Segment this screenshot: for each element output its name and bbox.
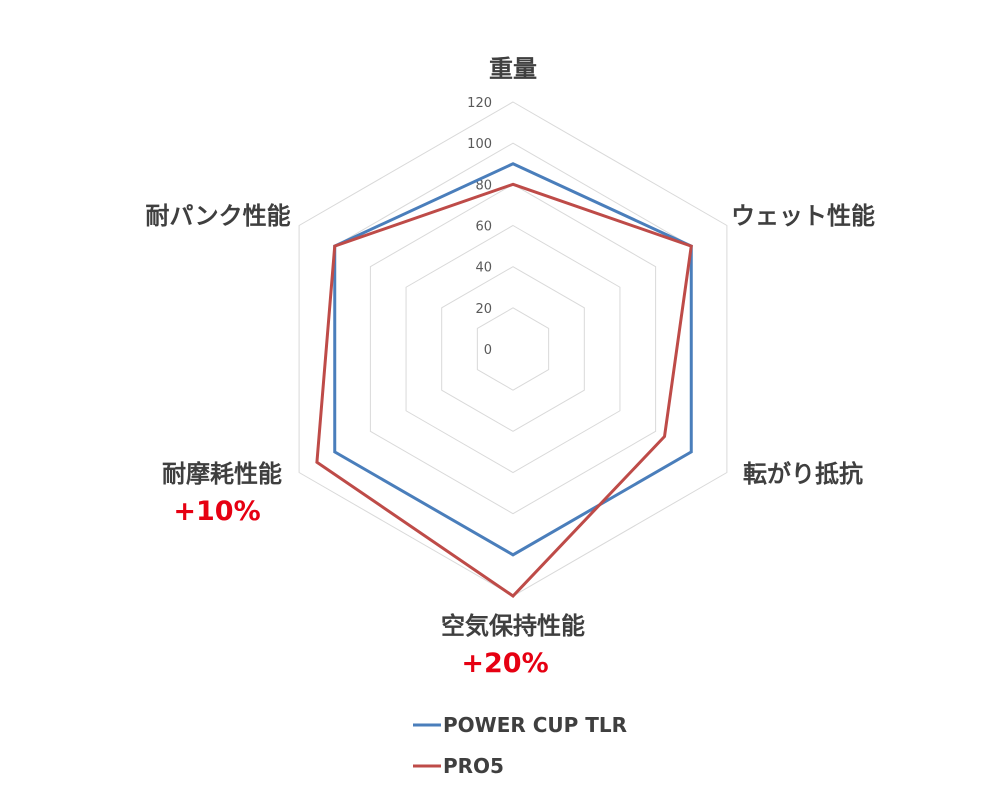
axis-label: 耐摩耗性能: [162, 460, 282, 488]
legend: POWER CUP TLR PRO5: [413, 713, 627, 778]
grid-layer: [298, 101, 728, 597]
tick-label: 20: [475, 302, 492, 317]
annotation-label: +20%: [461, 648, 548, 679]
annotation-label: +10%: [173, 496, 260, 527]
tick-label: 0: [484, 343, 492, 358]
legend-label: POWER CUP TLR: [443, 713, 627, 737]
axis-label: 転がり抵抗: [743, 460, 863, 488]
series-line-1: [333, 162, 693, 557]
grid-ring: [441, 266, 585, 432]
axis-label: 重量: [489, 55, 537, 83]
series-line-2: [315, 182, 693, 598]
axis-label: 空気保持性能: [441, 612, 585, 640]
tick-label: 120: [467, 96, 492, 111]
axis-label: ウェット性能: [731, 202, 875, 230]
grid-ring: [298, 101, 728, 597]
grid-ring: [405, 224, 621, 474]
grid-ring: [369, 183, 657, 515]
tick-label: 60: [475, 220, 492, 235]
axis-label: 耐パンク性能: [145, 202, 290, 230]
tick-label: 100: [467, 137, 492, 152]
grid-ring: [476, 307, 550, 391]
tick-label: 80: [475, 178, 492, 193]
grid-ring: [334, 142, 692, 556]
legend-label: PRO5: [443, 754, 504, 778]
tick-label: 40: [475, 261, 492, 276]
series-layer: [315, 162, 693, 598]
tick-labels: 0 20 40 60 80 100 120: [467, 96, 492, 358]
